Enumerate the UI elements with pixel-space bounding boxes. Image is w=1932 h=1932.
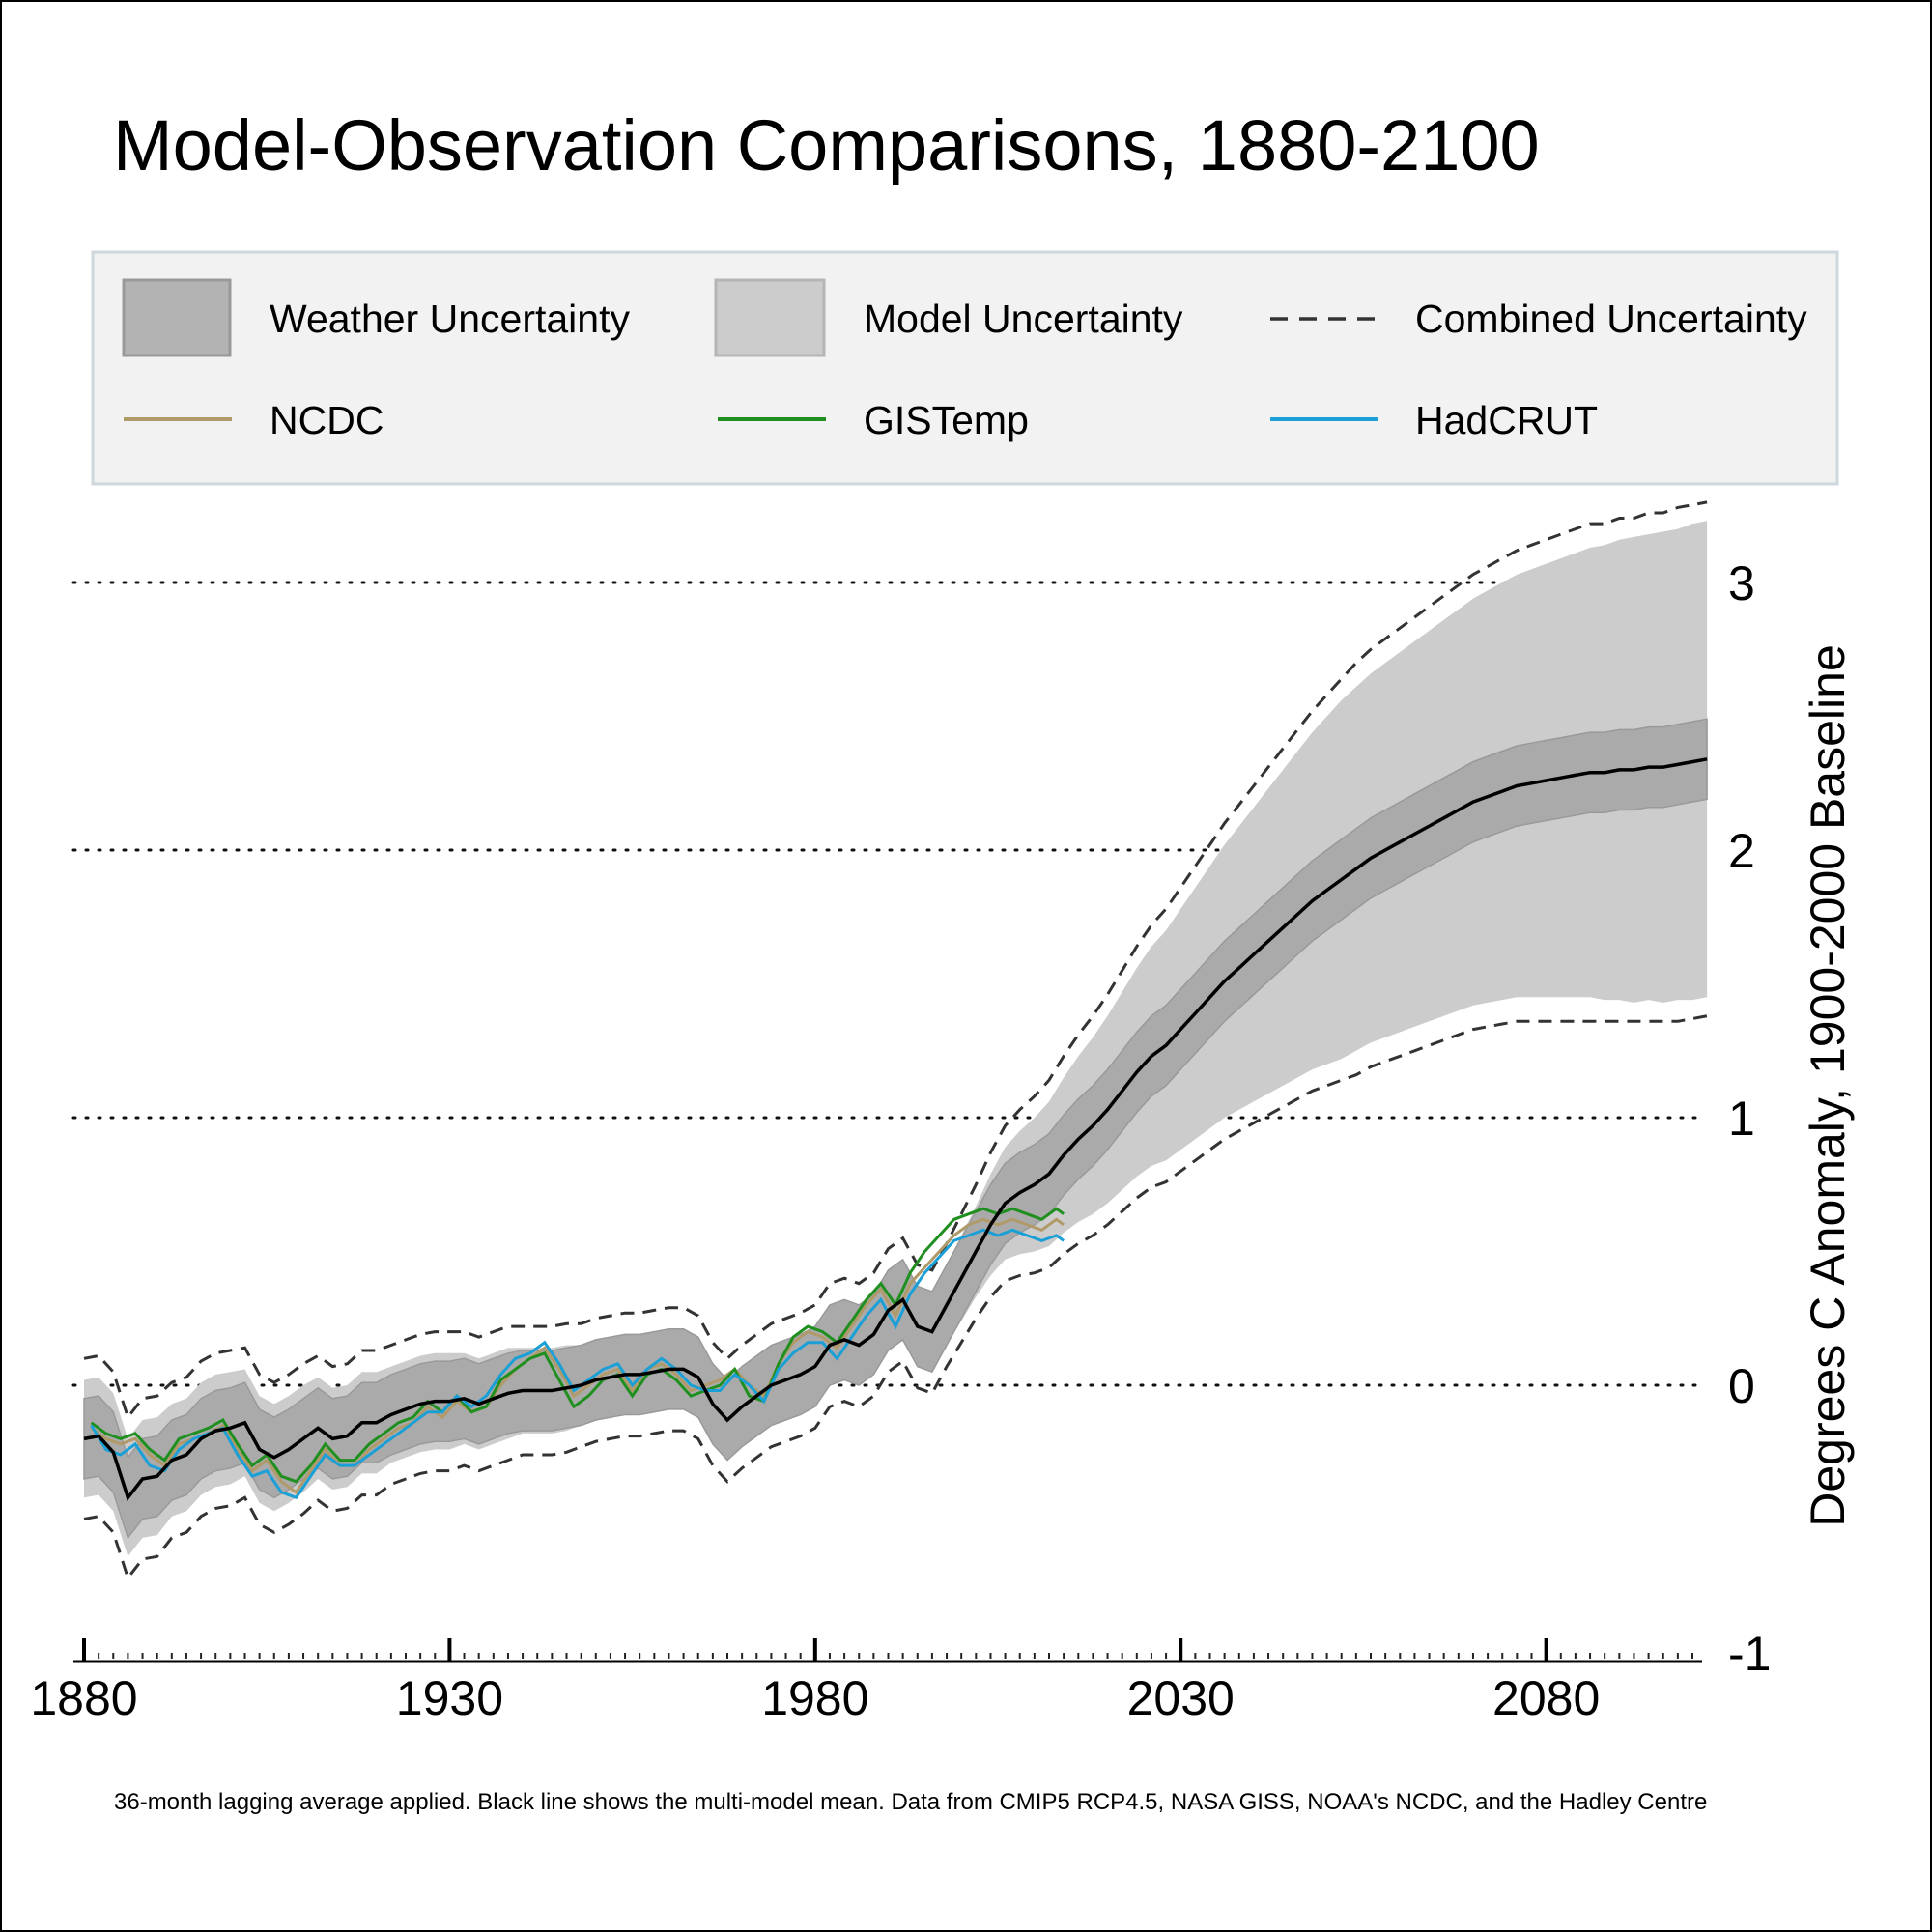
legend-label-combined-uncertainty: Combined Uncertainty: [1415, 297, 1807, 341]
legend-label-model-uncertainty: Model Uncertainty: [864, 297, 1183, 341]
y-tick-label: 1: [1728, 1092, 1755, 1146]
legend-item-gistemp: GISTemp: [718, 398, 1029, 442]
gistemp-line: [90, 1207, 1065, 1484]
weather-uncertainty-band: [83, 718, 1708, 1540]
legend-item-ncdc: NCDC: [124, 398, 384, 442]
x-tick-label: 1880: [30, 1671, 137, 1725]
model-uncertainty-band: [84, 521, 1708, 1557]
y-tick-label: 3: [1728, 556, 1755, 611]
legend: Weather Uncertainty Model Uncertainty Co…: [91, 250, 1839, 486]
x-tick-label: 2080: [1492, 1671, 1600, 1725]
y-axis-label: Degrees C Anomaly, 1900-2000 Baseline: [1801, 644, 1855, 1527]
x-tick-label: 1930: [396, 1671, 503, 1725]
combined-uncertainty-lower: [83, 1014, 1708, 1581]
weather-uncertainty-swatch: [122, 278, 232, 357]
legend-label-weather-uncertainty: Weather Uncertainty: [270, 297, 630, 341]
legend-label-ncdc: NCDC: [270, 398, 384, 442]
legend-item-hadcrut: HadCRUT: [1270, 398, 1598, 442]
multi-model-mean-line: [83, 757, 1708, 1501]
combined-uncertainty-upper: [83, 500, 1708, 1421]
legend-item-combined-uncertainty: Combined Uncertainty: [1270, 297, 1807, 341]
y-tick-label: 2: [1728, 824, 1755, 878]
x-tick-label: 2030: [1127, 1671, 1235, 1725]
y-tick-label: -1: [1728, 1627, 1771, 1681]
chart-caption: 36-month lagging average applied. Black …: [114, 1789, 1707, 1815]
model-uncertainty-swatch: [714, 278, 826, 357]
x-tick-label: 1980: [761, 1671, 868, 1725]
chart-title: Model-Observation Comparisons, 1880-2100: [113, 105, 1540, 185]
legend-label-hadcrut: HadCRUT: [1415, 398, 1598, 442]
y-tick-label: 0: [1728, 1359, 1755, 1413]
legend-item-model-uncertainty: Model Uncertainty: [714, 278, 1183, 357]
x-axis: 1880 1930 1980 2030 2080: [30, 1638, 1702, 1725]
legend-item-weather-uncertainty: Weather Uncertainty: [122, 278, 630, 357]
legend-box: [91, 250, 1839, 486]
y-axis-ticks: 3 2 1 0 -1: [1728, 556, 1771, 1681]
ncdc-line: [90, 1217, 1065, 1494]
legend-label-gistemp: GISTemp: [864, 398, 1029, 442]
